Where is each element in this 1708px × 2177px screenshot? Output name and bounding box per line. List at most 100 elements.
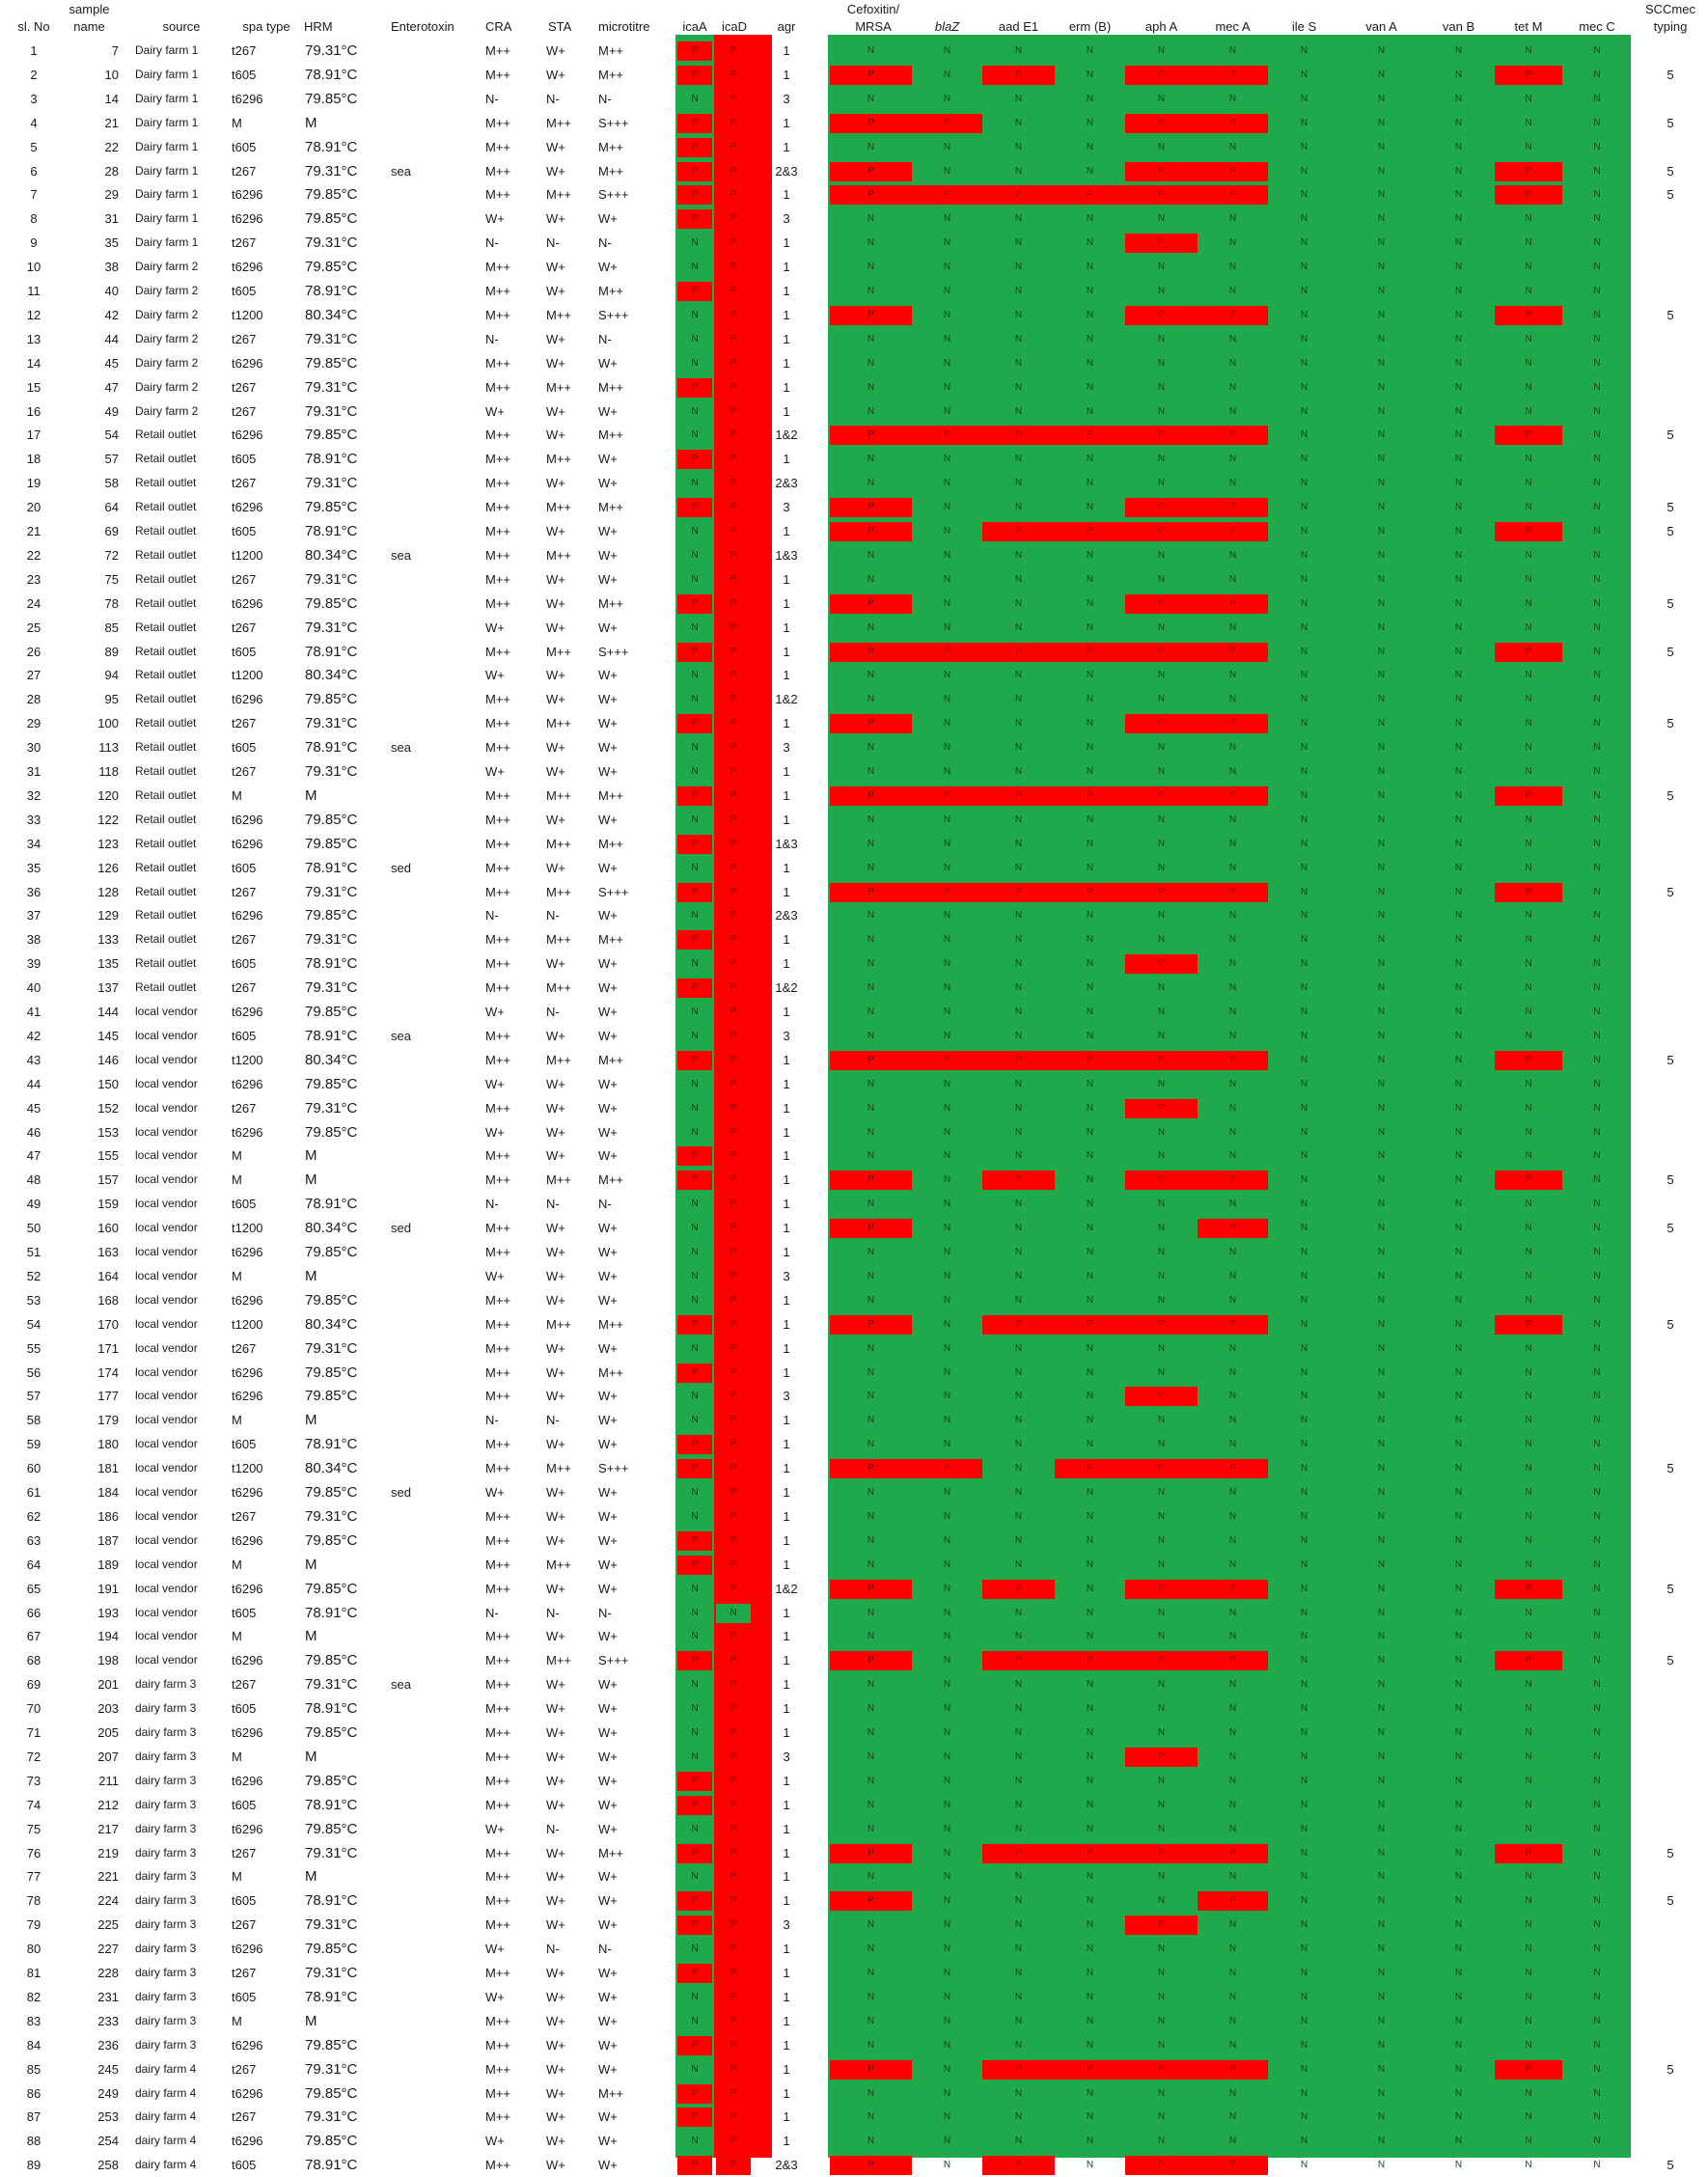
gene-cell-tetM: N (1525, 1558, 1532, 1570)
gene-cell-mecC: N (1593, 1318, 1601, 1330)
gene-cell-aadE1: N (1014, 405, 1023, 417)
gene-cell-tetM: N (1525, 1006, 1532, 1017)
cell-sl: 23 (26, 571, 41, 587)
cell-s: 85 (104, 620, 119, 635)
gene-cell-cef: N (867, 1415, 875, 1426)
cell-s: 69 (104, 524, 119, 538)
cell-ent (391, 784, 449, 808)
gene-cell-cef: N (867, 262, 875, 273)
gene-cell-tetM: N (1525, 141, 1532, 152)
gene-cell-mecC: N (1593, 1991, 1601, 2002)
cell-hrm: 79.31°C (305, 234, 358, 252)
gene-cell-ileS: N (1300, 862, 1309, 873)
cell-cra: M++ (485, 1340, 511, 1356)
gene-cell-mecA: N (1228, 1342, 1237, 1354)
cell-scc (1636, 1864, 1705, 1888)
gene-cell-cef: N (867, 357, 875, 369)
gene-cell-ileS: N (1300, 69, 1309, 80)
gene-cell-blaZ: N (943, 1968, 951, 1978)
gene-cell-vanA: N (1377, 45, 1386, 56)
cell-src: Dairy farm 2 (135, 403, 199, 418)
gene-cell-mecA: P (1198, 882, 1268, 902)
cell-icaA: N (677, 1627, 712, 1647)
gene-cell-vanA: N (1377, 357, 1386, 369)
cell-hrm: 79.31°C (305, 1844, 358, 1861)
gene-cell-aphA: N (1157, 1607, 1166, 1618)
cell-icaA: P (677, 834, 712, 854)
cell-hrm: 80.34°C (305, 1315, 358, 1333)
gene-cell-mecA: N (1228, 1030, 1237, 1041)
gene-cell-ermB: N (1086, 1943, 1094, 1955)
cell-icaD: P (716, 954, 751, 975)
cell-hrm: 79.85°C (305, 499, 358, 516)
cell-cra: M++ (485, 476, 511, 491)
cell-scc (1636, 1361, 1705, 1385)
cell-hrm: 78.91°C (305, 1892, 358, 1910)
cell-mic: M++ (598, 932, 624, 948)
cell-mic: W+ (598, 1581, 618, 1596)
gene-cell-aadE1: N (1014, 694, 1023, 705)
cell-ent (391, 1769, 449, 1793)
gene-cell-blaZ: N (943, 1799, 951, 1810)
cell-src: Retail outlet (135, 571, 197, 586)
gene-cell-tetM: N (1525, 262, 1532, 273)
cell-icaD: P (716, 1459, 751, 1479)
cell-ent (391, 663, 449, 687)
gene-cell-blaZ: N (943, 2160, 951, 2171)
gene-cell-cef: N (867, 1703, 875, 1715)
header-aphA: aph A (1125, 19, 1198, 34)
cell-hrm: 78.91°C (305, 739, 358, 757)
gene-cell-aadE1: N (1014, 117, 1023, 128)
cell-sl: 25 (26, 620, 41, 635)
cell-mic: N- (598, 1197, 612, 1212)
cell-sl: 26 (26, 644, 41, 659)
cell-icaA: P (677, 1651, 712, 1671)
gene-cell-tetM: N (1525, 1199, 1532, 1210)
cell-scc (1636, 1817, 1705, 1841)
cell-agr: 1 (783, 1629, 790, 1644)
gene-cell-aphA: N (1157, 1078, 1166, 1089)
gene-cell-aadE1: P (982, 522, 1055, 541)
gene-cell-cef: N (867, 381, 875, 393)
cell-cra: M++ (485, 524, 511, 538)
cell-sta: M++ (546, 1052, 572, 1067)
gene-cell-aphA: N (1157, 1631, 1166, 1642)
gene-cell-cef: N (867, 766, 875, 777)
gene-cell-vanA: N (1377, 1943, 1386, 1955)
gene-cell-tetM: N (1525, 621, 1532, 633)
gene-cell-aadE1: N (1014, 742, 1023, 754)
gene-cell-ermB: N (1086, 1342, 1094, 1354)
cell-s: 35 (104, 235, 119, 251)
header-icaA: icaA (682, 19, 707, 34)
cell-icaD: P (716, 1026, 751, 1046)
gene-cell-aadE1: N (1014, 573, 1023, 585)
cell-hrm: M (305, 1748, 317, 1765)
gene-cell-mecC: N (1593, 478, 1601, 489)
gene-cell-vanB: N (1454, 549, 1463, 561)
gene-cell-aphA: N (1157, 478, 1166, 489)
cell-spa: t267 (232, 1917, 257, 1933)
cell-scc (1636, 1913, 1705, 1937)
cell-spa: M (232, 1172, 242, 1188)
gene-cell-aadE1: N (1014, 621, 1023, 633)
gene-cell-ileS: N (1300, 1006, 1309, 1017)
cell-scc (1636, 1624, 1705, 1648)
cell-src: local vendor (135, 1532, 198, 1547)
cell-scc: 5 (1667, 716, 1674, 731)
gene-cell-mecA: N (1228, 573, 1237, 585)
gene-cell-ileS: N (1300, 333, 1309, 344)
cell-s: 155 (97, 1148, 119, 1164)
gene-cell-vanB: N (1454, 1631, 1463, 1642)
gene-cell-cef: N (867, 1727, 875, 1738)
gene-cell-aadE1: N (1014, 45, 1023, 56)
gene-cell-vanA: N (1377, 309, 1386, 320)
gene-cell-blaZ: P (912, 1050, 982, 1070)
gene-cell-blaZ: N (943, 1102, 951, 1114)
gene-cell-vanA: N (1377, 1919, 1386, 1931)
gene-cell-aphA: P (1125, 1579, 1198, 1599)
gene-cell-mecA: P (1198, 593, 1268, 614)
gene-cell-mecA: P (1198, 1843, 1268, 1863)
cell-ent (391, 63, 449, 87)
gene-cell-vanB: N (1454, 1270, 1463, 1281)
cell-spa: t1200 (232, 1461, 263, 1476)
